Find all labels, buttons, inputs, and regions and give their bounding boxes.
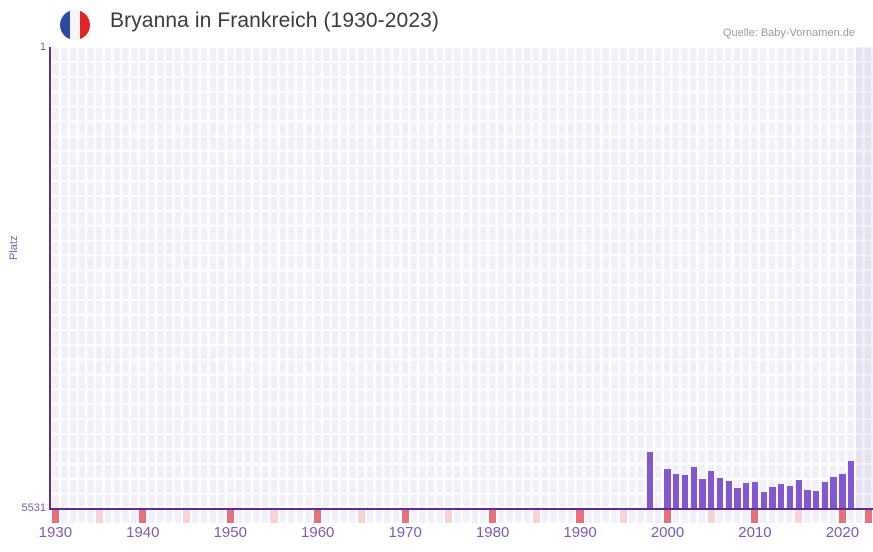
x-axis-label: 1980 (475, 524, 510, 541)
x-axis-label: 1950 (213, 524, 247, 541)
y-axis-line (49, 47, 51, 510)
y-axis-label-top: 1 (39, 41, 46, 53)
bar (812, 491, 820, 509)
bar (699, 479, 706, 509)
x-axis-label: 2020 (825, 524, 860, 541)
flag-band-blue (60, 10, 70, 40)
x-tick-major (51, 510, 59, 523)
x-tick-major (314, 510, 322, 523)
plot-area (51, 47, 873, 509)
x-axis-label: 2000 (650, 524, 685, 541)
chart-title: Bryanna in Frankreich (1930-2023) (110, 9, 439, 32)
x-axis-line (49, 508, 873, 510)
bar (847, 461, 855, 509)
bar (839, 474, 846, 509)
x-tick-major (838, 510, 846, 523)
x-tick-major (663, 510, 672, 523)
future-shaded-region (855, 47, 873, 509)
x-tick-major (401, 510, 409, 523)
x-axis-labels: 1930 1940 1950 1960 1970 1980 1990 2000 2010 2020 (39, 524, 873, 548)
x-tick-minor (707, 510, 715, 523)
x-tick-minor (620, 510, 628, 523)
bar (646, 452, 654, 509)
x-tick-minor (532, 510, 540, 523)
y-axis-title: Platz (8, 235, 20, 260)
x-axis-label: 1990 (563, 524, 597, 541)
x-axis-label: 2010 (738, 524, 772, 541)
bar (786, 486, 794, 509)
grid-lines (51, 47, 873, 509)
bar (760, 492, 767, 509)
x-axis-label: 1940 (126, 524, 160, 541)
x-tick-major (226, 510, 234, 523)
bar (725, 481, 732, 509)
x-tick-minor (270, 510, 278, 523)
x-tick-minor (95, 510, 103, 523)
x-tick-major (865, 510, 873, 523)
bar (716, 478, 724, 509)
bar-series (51, 47, 873, 509)
bar (821, 482, 829, 509)
x-tick-major (139, 510, 147, 523)
bar (778, 484, 785, 509)
bar (769, 487, 776, 509)
bar (708, 471, 715, 509)
x-axis-label: 1960 (301, 524, 335, 541)
chart-header: Bryanna in Frankreich (1930-2023) Quelle… (0, 0, 873, 46)
flag-band-red (79, 10, 90, 40)
y-axis-label-bottom: 5531 (21, 502, 46, 514)
bar (681, 475, 689, 509)
x-tick-minor (182, 510, 191, 523)
bar (795, 480, 802, 509)
source-label: Quelle: Baby-Vornamen.de (722, 27, 855, 39)
bar (673, 474, 680, 509)
bar (664, 469, 671, 509)
x-tick-minor (357, 510, 365, 523)
x-tick-minor (795, 510, 803, 523)
x-axis-tick-strip (51, 510, 873, 523)
bar (743, 483, 750, 509)
france-flag-icon (60, 10, 90, 40)
bar (690, 467, 697, 509)
bar (751, 482, 759, 509)
bar (804, 490, 811, 509)
flag-band-white (69, 10, 80, 40)
x-axis-label: 1970 (388, 524, 422, 541)
bar (830, 477, 837, 509)
x-tick-major (751, 510, 759, 523)
x-tick-major (576, 510, 584, 523)
bar (734, 488, 741, 509)
x-tick-minor (445, 510, 453, 523)
x-axis-label: 1930 (38, 524, 73, 541)
x-tick-major (489, 510, 497, 523)
